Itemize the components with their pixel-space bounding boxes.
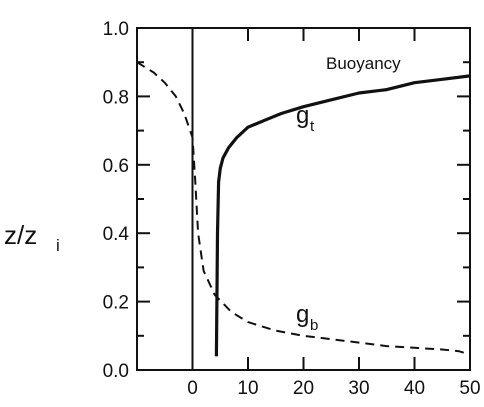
y-tick-label-3: 0.6 — [103, 156, 129, 177]
buoyancy-annotation: Buoyancy — [326, 54, 401, 73]
plot-frame — [136, 27, 471, 371]
y-tick-label-1: 0.2 — [103, 293, 129, 314]
y-axis-label: z/z i — [4, 220, 60, 255]
y-tick-label-0: 0.0 — [103, 361, 129, 382]
x-tick-label-1: 10 — [237, 378, 258, 399]
y-axis-label-subscript: i — [56, 236, 60, 255]
x-tick-label-5: 50 — [459, 378, 480, 399]
series-label-gb-subscript: b — [310, 317, 318, 334]
series-label-gt-main: g — [296, 102, 309, 129]
x-tick-label-4: 40 — [404, 378, 425, 399]
series-label-gb-main: g — [296, 301, 309, 328]
series-label-gb: g b — [296, 301, 318, 334]
y-tick-label-5: 1.0 — [103, 19, 129, 40]
series-gt-line — [214, 74, 471, 357]
x-tick-label-2: 20 — [293, 378, 314, 399]
y-axis-label-main: z/z — [4, 220, 37, 250]
series-layer — [136, 61, 471, 357]
y-tick-label-4: 0.8 — [103, 87, 129, 108]
y-tick-label-2: 0.4 — [103, 224, 130, 245]
x-tick-label-0: 0 — [187, 378, 198, 399]
ticks-layer: 0.0 0.2 0.4 0.6 0.8 1.0 0 10 20 30 40 50 — [103, 19, 481, 399]
x-tick-label-3: 30 — [348, 378, 369, 399]
labels-layer: Buoyancy g t g b — [296, 54, 401, 334]
series-label-gt: g t — [296, 102, 315, 135]
series-label-gt-subscript: t — [310, 118, 315, 135]
